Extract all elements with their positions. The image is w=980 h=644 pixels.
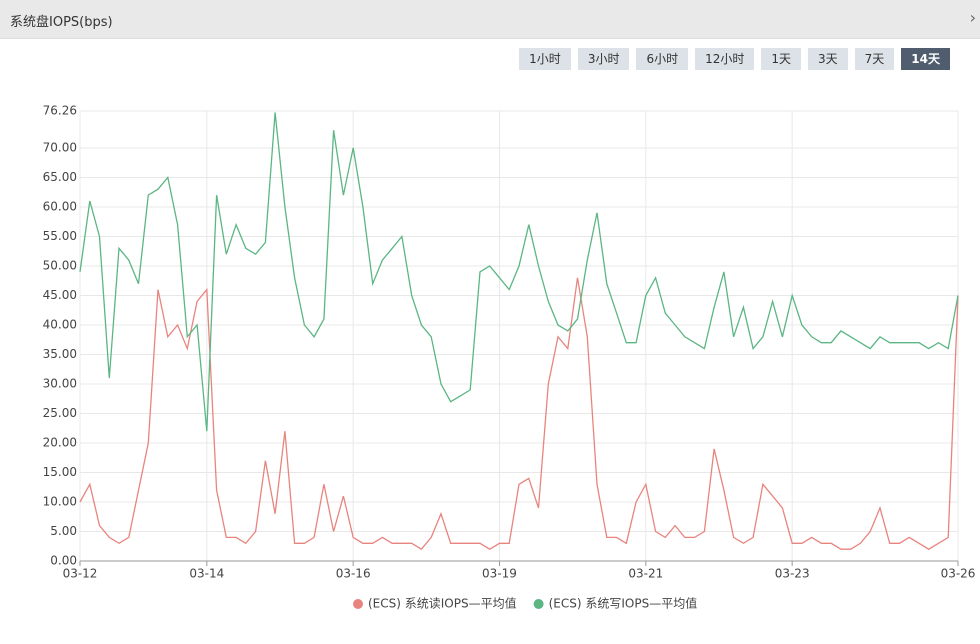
y-tick-label: 40.00 <box>43 317 77 331</box>
y-tick-label: 70.00 <box>43 140 77 154</box>
range-button[interactable]: 14天 <box>901 48 950 70</box>
y-tick-label: 35.00 <box>43 347 77 361</box>
y-tick-label: 20.00 <box>43 435 77 449</box>
x-tick-label: 03-14 <box>189 567 224 581</box>
y-tick-label: 25.00 <box>43 406 77 420</box>
y-tick-label: 45.00 <box>43 288 77 302</box>
y-tick-label: 10.00 <box>43 494 77 508</box>
collapse-icon[interactable]: › <box>969 8 976 27</box>
range-button[interactable]: 3天 <box>808 48 848 70</box>
y-tick-label: 65.00 <box>43 170 77 184</box>
range-button[interactable]: 1天 <box>761 48 802 70</box>
x-tick-label: 03-23 <box>775 567 810 581</box>
range-button[interactable]: 1小时 <box>519 48 571 70</box>
y-tick-label: 60.00 <box>43 199 77 213</box>
y-tick-label: 55.00 <box>43 229 77 243</box>
y-tick-label: 50.00 <box>43 258 77 272</box>
range-button[interactable]: 12小时 <box>695 48 755 70</box>
legend-label: (ECS) 系统读IOPS—平均值 <box>368 596 517 611</box>
range-button[interactable]: 6小时 <box>636 48 689 70</box>
panel-header: 系统盘IOPS(bps) › <box>0 0 980 39</box>
legend-marker <box>353 599 363 609</box>
legend-label: (ECS) 系统写IOPS—平均值 <box>549 596 698 611</box>
y-tick-label: 30.00 <box>43 376 77 390</box>
x-tick-label: 03-26 <box>941 567 976 581</box>
x-tick-label: 03-12 <box>63 567 98 581</box>
series-line <box>79 112 959 432</box>
panel-title: 系统盘IOPS(bps) <box>10 15 113 30</box>
series-line <box>79 277 959 551</box>
x-tick-label: 03-16 <box>336 567 371 581</box>
range-button[interactable]: 7天 <box>854 48 895 70</box>
y-tick-label: 5.00 <box>50 524 77 538</box>
legend-marker <box>533 599 544 609</box>
x-tick-label: 03-21 <box>628 567 663 581</box>
x-tick-label: 03-19 <box>482 567 517 581</box>
y-tick-label: 76.26 <box>43 104 77 118</box>
y-tick-label: 15.00 <box>43 465 77 479</box>
range-button[interactable]: 3小时 <box>577 48 630 70</box>
range-buttons: 1小时 3小时 6小时 12小时 1天 3天 7天 14天 <box>519 48 950 70</box>
y-tick-label: 0.00 <box>50 554 77 568</box>
